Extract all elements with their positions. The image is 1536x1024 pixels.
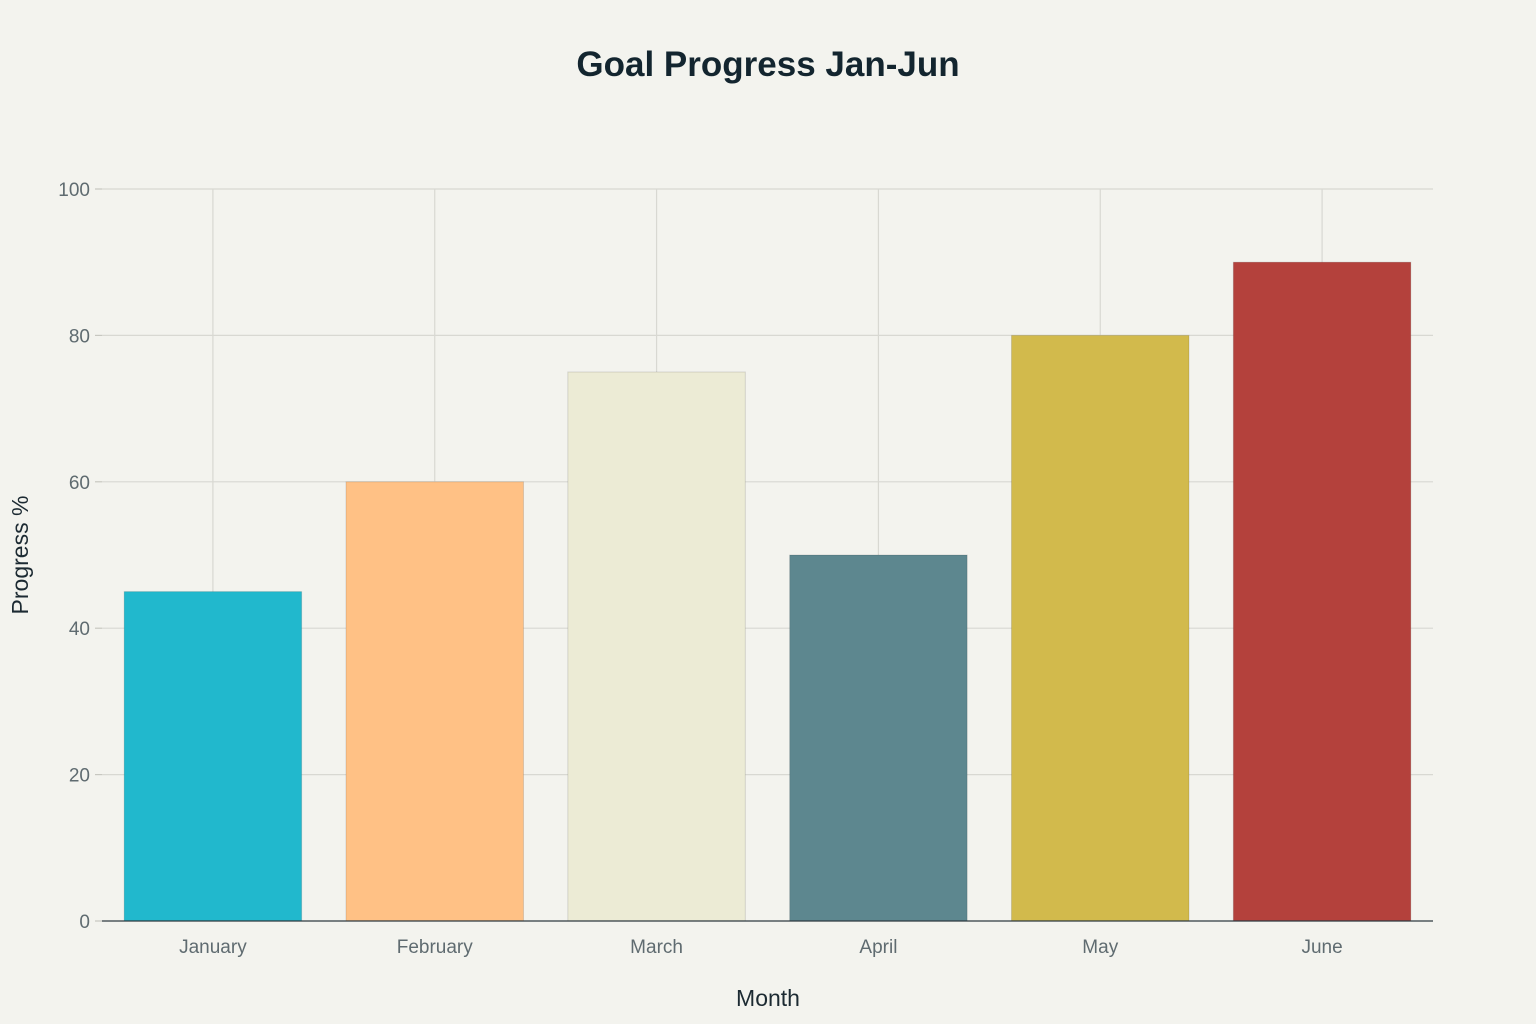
x-tick-label: February: [397, 937, 474, 958]
x-tick-label: January: [179, 937, 247, 958]
bar-april: [789, 554, 968, 922]
bar-march: [567, 371, 746, 922]
bar-june: [1232, 261, 1412, 922]
bars: [123, 261, 1412, 922]
y-tick-label: 100: [58, 180, 90, 201]
x-tick-label: March: [630, 937, 683, 958]
bar-january: [123, 591, 303, 922]
chart-title: Goal Progress Jan-Jun: [576, 45, 959, 84]
y-tick-label: 0: [79, 912, 90, 933]
y-tick-label: 60: [69, 473, 90, 494]
bar-february: [345, 481, 524, 922]
y-tick-label: 40: [69, 619, 90, 640]
x-tick-label: June: [1301, 937, 1342, 958]
tick-labels: 0 20 40 60 80 100 January February March April May…: [58, 180, 1342, 958]
bar-may: [1011, 334, 1190, 922]
y-tick-label: 20: [69, 766, 90, 787]
x-tick-label: May: [1082, 937, 1118, 958]
y-tick-label: 80: [69, 326, 90, 347]
x-tick-label: April: [859, 937, 897, 958]
y-axis-title: Progress %: [7, 496, 33, 615]
x-axis-title: Month: [736, 985, 800, 1011]
